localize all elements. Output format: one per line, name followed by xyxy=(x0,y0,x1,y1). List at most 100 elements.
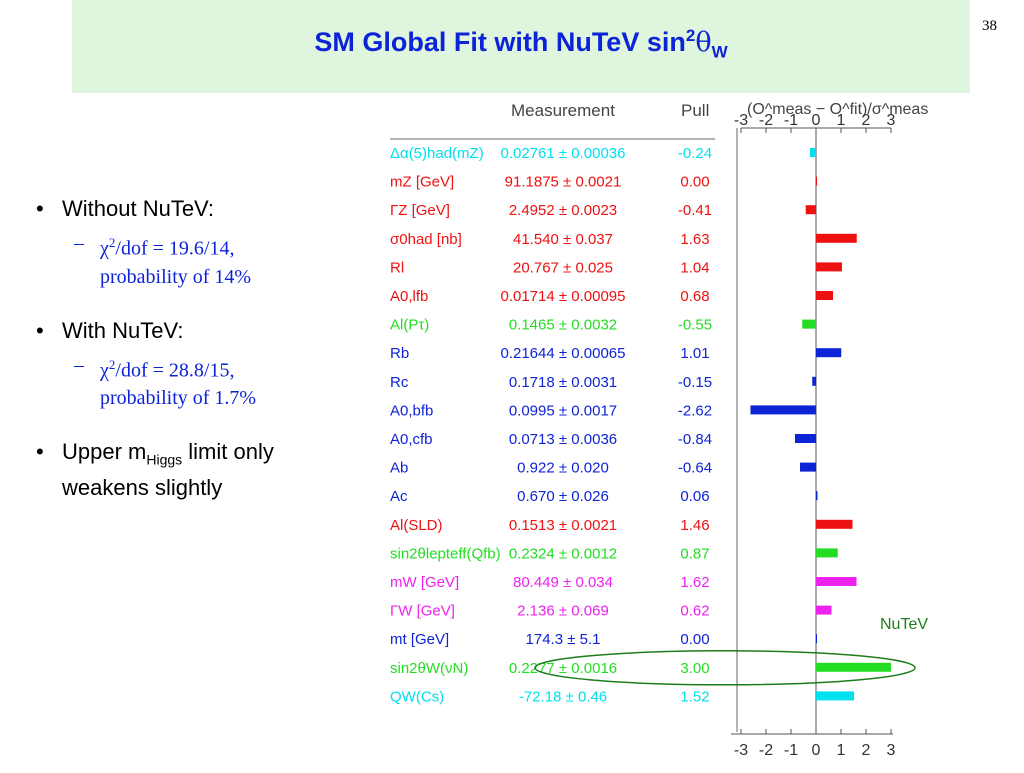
row-measurement: 0.922 ± 0.020 xyxy=(517,460,609,477)
bottom-tick-label: -2 xyxy=(759,742,773,759)
axis-title: (O^meas − O^fit)/σ^meas xyxy=(747,101,928,118)
row-pull-value: -0.55 xyxy=(678,317,712,334)
top-tick-label: -2 xyxy=(759,112,773,129)
row-label: σ0had [nb] xyxy=(390,231,462,248)
top-tick-label: 0 xyxy=(812,112,821,129)
pull-bar xyxy=(816,634,817,644)
row-pull-value: 1.04 xyxy=(680,259,709,276)
row-label: mZ [GeV] xyxy=(390,174,454,191)
row-measurement: 0.0995 ± 0.0017 xyxy=(509,402,617,419)
row-label: Al(SLD) xyxy=(390,517,443,534)
pull-bar xyxy=(812,376,816,386)
top-tick-label: -3 xyxy=(734,112,748,129)
bottom-tick-label: 1 xyxy=(837,742,846,759)
row-measurement: 0.1465 ± 0.0032 xyxy=(509,317,617,334)
row-measurement: 0.2324 ± 0.0012 xyxy=(509,545,617,562)
row-label: A0,cfb xyxy=(390,431,433,448)
pull-bar xyxy=(816,519,853,529)
row-pull-value: -2.62 xyxy=(678,402,712,419)
row-measurement: 174.3 ± 5.1 xyxy=(526,631,601,648)
row-label: A0,bfb xyxy=(390,402,433,419)
row-pull-value: 1.52 xyxy=(680,688,709,705)
row-pull-value: -0.84 xyxy=(678,431,712,448)
pull-bar xyxy=(816,348,842,358)
row-pull-value: 1.01 xyxy=(680,345,709,362)
bullet-with-nutev: With NuTeV: xyxy=(36,317,356,345)
row-label: Rb xyxy=(390,345,409,362)
row-pull-value: -0.15 xyxy=(678,374,712,391)
row-measurement: 0.1513 ± 0.0021 xyxy=(509,517,617,534)
top-tick-label: 1 xyxy=(837,112,846,129)
header-pull: Pull xyxy=(681,101,709,120)
row-measurement: 0.21644 ± 0.00065 xyxy=(500,345,625,362)
row-label: mW [GeV] xyxy=(390,574,459,591)
pull-bar xyxy=(816,691,854,701)
row-pull-value: 0.87 xyxy=(680,545,709,562)
bottom-tick-label: 0 xyxy=(812,742,821,759)
pull-bar xyxy=(816,662,891,672)
title-band xyxy=(72,0,970,93)
row-measurement: 41.540 ± 0.037 xyxy=(513,231,613,248)
row-measurement: 2.136 ± 0.069 xyxy=(517,603,609,620)
row-measurement: 0.1718 ± 0.0031 xyxy=(509,374,617,391)
bottom-tick-label: -3 xyxy=(734,742,748,759)
pull-bar xyxy=(800,462,816,472)
row-pull-value: -0.24 xyxy=(678,145,712,162)
row-pull-value: 1.63 xyxy=(680,231,709,248)
row-pull-value: 0.62 xyxy=(680,603,709,620)
row-measurement: 2.4952 ± 0.0023 xyxy=(509,202,617,219)
sub-bullet-chi2-with: – χ2/dof = 28.8/15, probability of 1.7% xyxy=(74,353,257,410)
row-pull-value: 0.68 xyxy=(680,288,709,305)
pull-bar xyxy=(816,176,817,186)
row-label: Al(Pτ) xyxy=(390,317,429,334)
row-pull-value: 0.00 xyxy=(680,631,709,648)
row-measurement: 20.767 ± 0.025 xyxy=(513,259,613,276)
pull-bar xyxy=(805,205,816,215)
page-number: 38 xyxy=(982,18,997,34)
row-pull-value: 1.62 xyxy=(680,574,709,591)
row-label: ΓW [GeV] xyxy=(390,603,455,620)
row-measurement: 0.670 ± 0.026 xyxy=(517,488,609,505)
pull-chart: Measurement Pull (O^meas − O^fit)/σ^meas -3… xyxy=(385,92,930,768)
row-label: sin2θlepteff(Qfb) xyxy=(390,545,501,562)
top-tick-label: 2 xyxy=(862,112,871,129)
bullet-list: Without NuTeV: –χ2/dof = 19.6/14,probabi… xyxy=(36,195,356,508)
nutev-annotation: NuTeV xyxy=(880,616,928,633)
pull-bar xyxy=(816,233,857,243)
pull-bar xyxy=(750,405,816,415)
row-label: Ac xyxy=(390,488,408,505)
row-measurement: -72.18 ± 0.46 xyxy=(519,688,607,705)
pull-bar xyxy=(802,319,816,329)
row-pull-value: 0.00 xyxy=(680,174,709,191)
row-label: Ab xyxy=(390,460,408,477)
row-measurement: 0.2277 ± 0.0016 xyxy=(509,660,617,677)
row-label: sin2θW(νN) xyxy=(390,660,468,677)
pull-chart-svg: Measurement Pull (O^meas − O^fit)/σ^meas-3… xyxy=(390,101,928,759)
row-label: Rc xyxy=(390,374,409,391)
row-label: QW(Cs) xyxy=(390,688,444,705)
row-measurement: 91.1875 ± 0.0021 xyxy=(505,174,622,191)
pull-bar xyxy=(816,577,857,586)
pull-bar xyxy=(816,548,838,558)
pull-bar xyxy=(816,291,833,300)
pull-bar xyxy=(816,491,818,501)
row-pull-value: 3.00 xyxy=(680,660,709,677)
pull-bar xyxy=(816,262,842,272)
bottom-tick-label: -1 xyxy=(784,742,798,759)
row-measurement: 0.01714 ± 0.00095 xyxy=(500,288,625,305)
sub-bullet-chi2-without: – χ2/dof = 19.6/14, probability of 14% xyxy=(74,232,252,288)
header-measurement: Measurement xyxy=(511,101,615,120)
row-pull-value: -0.41 xyxy=(678,202,712,219)
row-measurement: 80.449 ± 0.034 xyxy=(513,574,613,591)
row-pull-value: 1.46 xyxy=(680,517,709,534)
pull-bar xyxy=(795,434,816,443)
top-tick-label: -1 xyxy=(784,112,798,129)
row-measurement: 0.0713 ± 0.0036 xyxy=(509,431,617,448)
row-label: ΓZ [GeV] xyxy=(390,202,450,219)
row-pull-value: -0.64 xyxy=(678,460,712,477)
slide-title: SM Global Fit with NuTeV sin2θW xyxy=(314,26,728,62)
bottom-tick-label: 3 xyxy=(887,742,896,759)
row-label: Rl xyxy=(390,259,404,276)
row-pull-value: 0.06 xyxy=(680,488,709,505)
